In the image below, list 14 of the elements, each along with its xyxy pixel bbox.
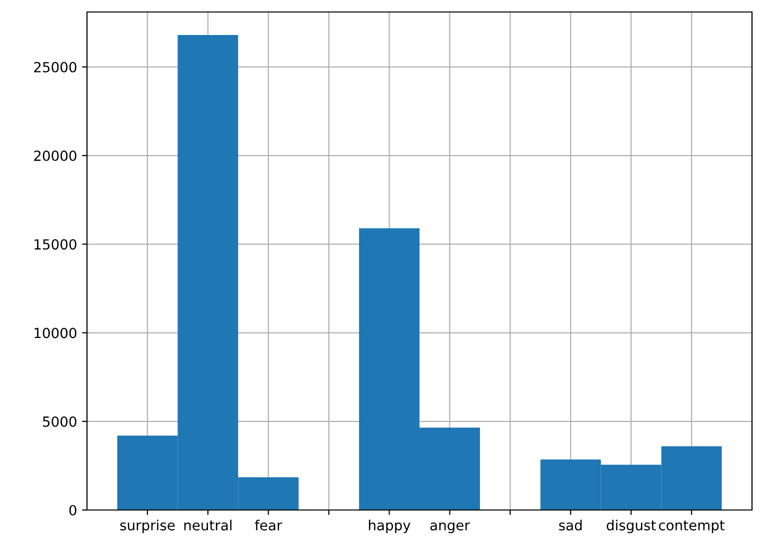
y-tick-label: 10000 [34, 328, 76, 338]
x-tick-label: fear [254, 520, 282, 530]
x-tick-label: sad [559, 520, 582, 530]
y-tick-label: 5000 [43, 416, 76, 427]
y-tick-label: 0 [69, 504, 76, 516]
x-tick-label: contempt [658, 520, 725, 534]
y-tick-label: 25000 [34, 62, 76, 72]
y-tick-label: 15000 [34, 239, 76, 250]
x-tick-label: happy [368, 520, 410, 534]
x-tick-label: surprise [120, 520, 175, 534]
x-tick-label: anger [430, 522, 470, 534]
x-tick-label: disgust [606, 520, 656, 534]
y-tick-label: 20000 [34, 150, 76, 162]
x-tick-label: neutral [184, 520, 232, 530]
